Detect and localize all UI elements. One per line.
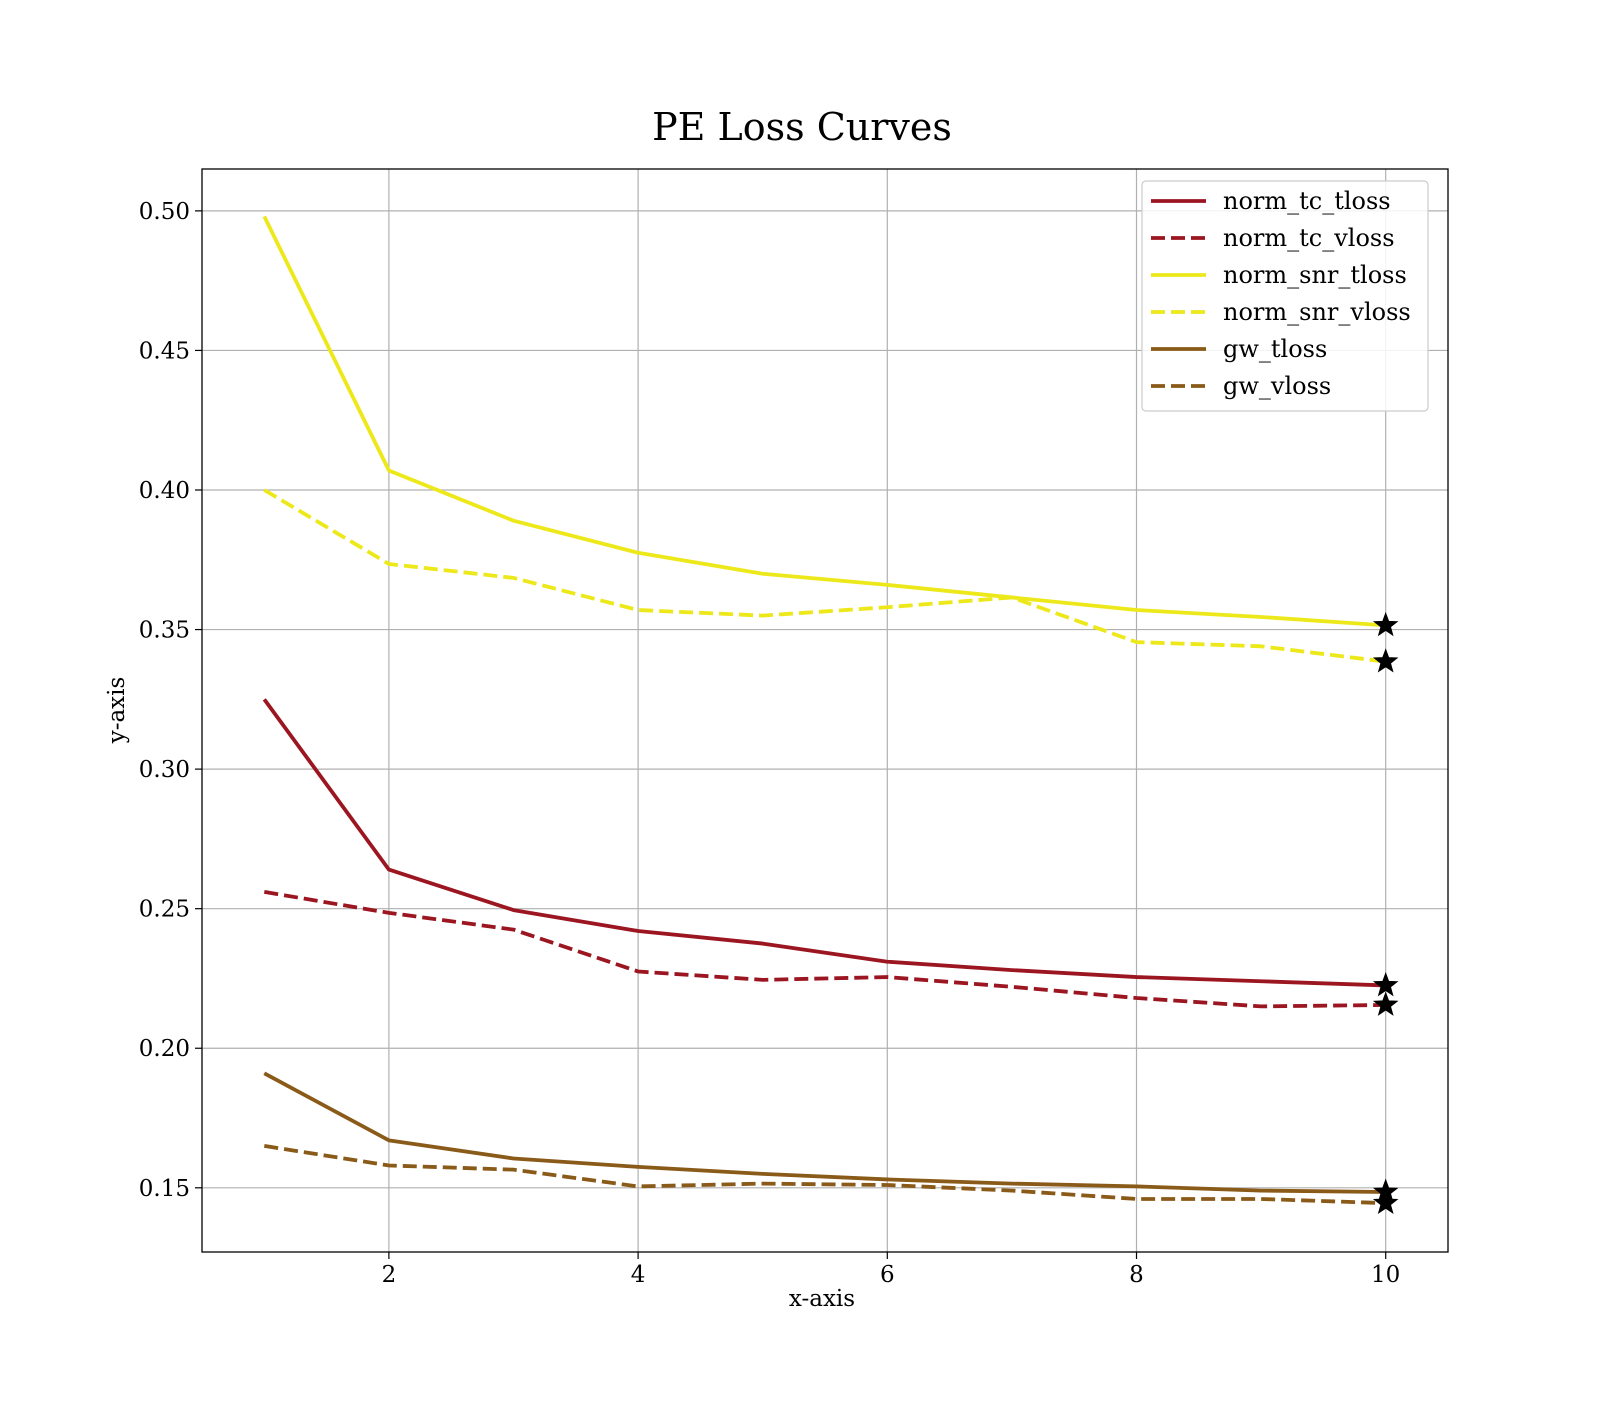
- legend-box: [1141, 180, 1429, 412]
- series-line-norm_snr_tloss: [262, 215, 1386, 628]
- x-tick-label: 6: [880, 1262, 895, 1288]
- series-line-gw_vloss: [264, 1144, 1386, 1206]
- endpoint-markers: [1372, 611, 1399, 1215]
- x-tick-label: 4: [631, 1262, 646, 1288]
- y-tick-label: 0.15: [139, 1176, 190, 1202]
- star-marker-norm_tc_tloss: [1372, 971, 1399, 997]
- y-tick-label: 0.50: [139, 199, 190, 225]
- x-tick-label: 10: [1371, 1262, 1400, 1288]
- y-tick-label: 0.30: [139, 757, 190, 783]
- legend-label-norm_tc_vloss: norm_tc_vloss: [1223, 224, 1395, 252]
- y-tick-label: 0.45: [139, 338, 190, 364]
- y-tick-label: 0.40: [139, 478, 190, 504]
- plot-frame: [201, 168, 1449, 1253]
- star-marker-norm_snr_vloss: [1372, 648, 1399, 673]
- legend-label-norm_snr_tloss: norm_snr_tloss: [1223, 261, 1407, 289]
- y-tick-label: 0.35: [139, 618, 190, 644]
- y-tick-label: 0.20: [139, 1036, 190, 1062]
- series-group: [262, 215, 1386, 1206]
- star-marker-gw_vloss: [1372, 1189, 1399, 1215]
- series-line-norm_tc_tloss: [262, 698, 1386, 988]
- series-line-gw_tloss: [263, 1071, 1386, 1194]
- legend-label-norm_tc_tloss: norm_tc_tloss: [1223, 187, 1391, 215]
- y-axis-label: y-axis: [104, 677, 130, 745]
- legend-label-gw_vloss: gw_vloss: [1223, 372, 1331, 400]
- series-line-norm_snr_vloss: [263, 488, 1386, 664]
- series-line-norm_tc_vloss: [263, 890, 1386, 1009]
- axis-ticks: 2 4 6 8 10 0.15 0.20 0.25 0.30 0.35 0.40 0.45 0.50: [139, 199, 1401, 1288]
- x-axis-label: x-axis: [789, 1286, 855, 1312]
- legend-label-gw_tloss: gw_tloss: [1223, 335, 1327, 363]
- y-tick-label: 0.25: [139, 897, 190, 923]
- x-tick-label: 2: [382, 1262, 397, 1288]
- star-marker-norm_tc_vloss: [1372, 991, 1399, 1016]
- chart-title: PE Loss Curves: [652, 105, 952, 149]
- legend-label-norm_snr_vloss: norm_snr_vloss: [1223, 298, 1411, 326]
- star-marker-norm_snr_tloss: [1372, 611, 1399, 637]
- x-tick-label: 8: [1129, 1262, 1144, 1288]
- legend: norm_tc_tloss norm_tc_vloss norm_snr_tloss…: [1141, 180, 1429, 412]
